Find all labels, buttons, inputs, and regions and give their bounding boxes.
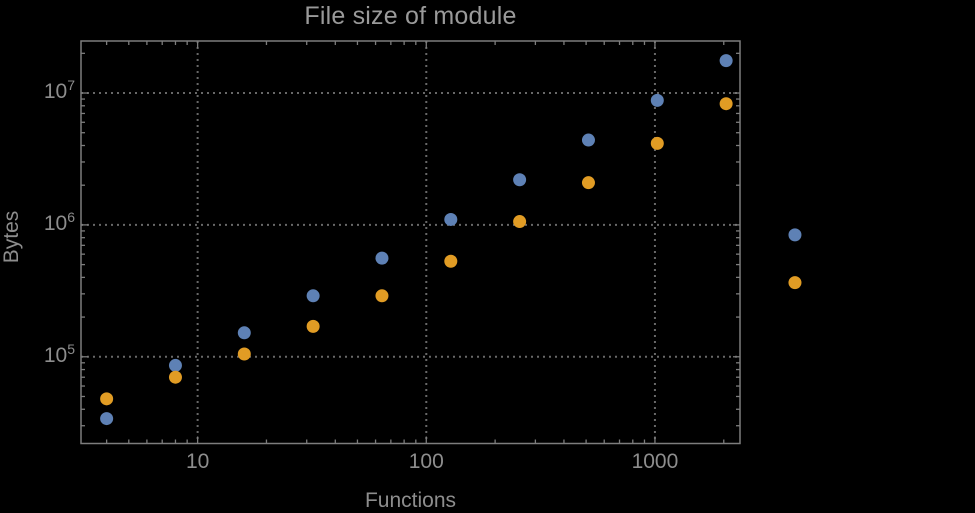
y-tick-label: 106 <box>43 208 75 235</box>
data-point-series-2-orange <box>168 370 182 384</box>
data-point-series-2-orange <box>788 276 802 290</box>
data-point-series-1-blue <box>306 289 320 303</box>
plot-frame <box>80 40 741 445</box>
x-tick-label: 10 <box>185 450 210 473</box>
x-tick-label: 100 <box>408 450 444 473</box>
data-point-series-1-blue <box>788 228 802 242</box>
data-point-series-1-blue <box>650 93 664 107</box>
data-point-series-2-orange <box>100 392 114 406</box>
data-point-series-2-orange <box>581 176 595 190</box>
x-tick-label: 1000 <box>631 450 679 473</box>
data-point-series-1-blue <box>168 358 182 372</box>
data-point-series-1-blue <box>513 173 527 187</box>
y-tick-label: 105 <box>43 340 75 367</box>
data-point-series-2-orange <box>444 254 458 268</box>
x-axis-label: Functions <box>364 489 457 512</box>
data-point-series-1-blue <box>444 212 458 226</box>
data-point-series-2-orange <box>650 136 664 150</box>
data-point-series-1-blue <box>581 133 595 147</box>
data-point-series-2-orange <box>237 347 251 361</box>
data-point-series-1-blue <box>375 251 389 265</box>
data-point-series-1-blue <box>237 326 251 340</box>
data-point-series-1-blue <box>719 54 733 68</box>
data-point-series-2-orange <box>375 289 389 303</box>
data-point-series-2-orange <box>513 215 527 229</box>
chart-title: File size of module <box>304 2 517 30</box>
data-point-series-2-orange <box>719 97 733 111</box>
y-tick-label: 107 <box>43 77 75 104</box>
data-point-series-1-blue <box>100 412 114 426</box>
data-point-series-2-orange <box>306 319 320 333</box>
